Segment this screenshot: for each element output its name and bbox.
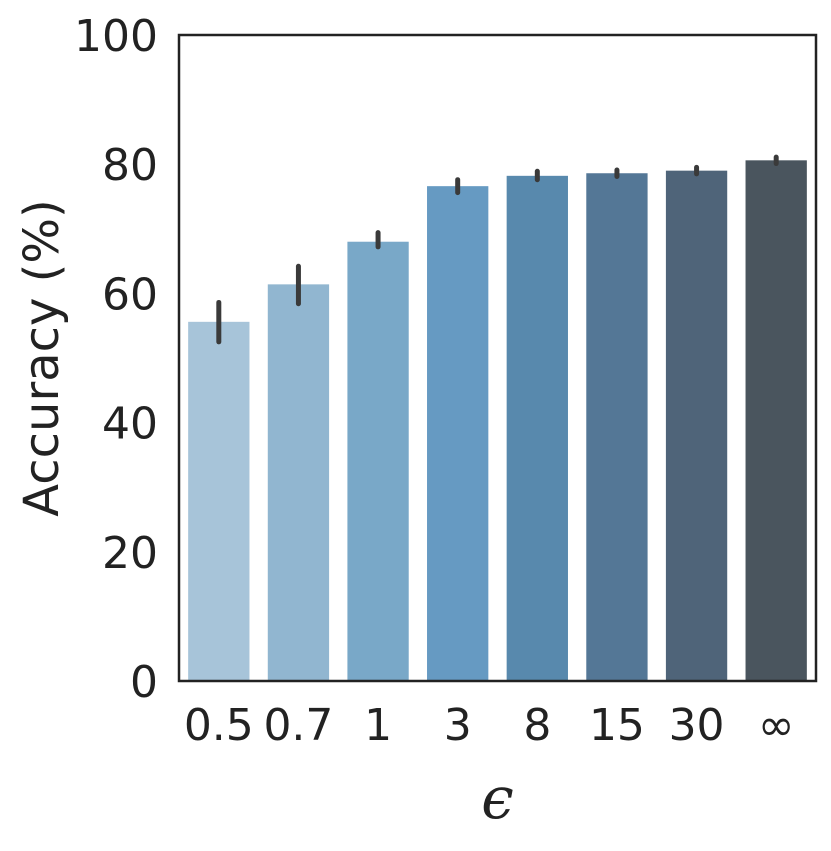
bar-7 xyxy=(745,160,807,682)
x-tick-label-5: 15 xyxy=(589,700,645,751)
y-axis-label: Accuracy (%) xyxy=(14,199,70,516)
x-tick-label-6: 30 xyxy=(669,700,725,751)
y-tick-labels: 0 20 40 60 80 100 xyxy=(74,11,158,708)
x-tick-labels: 0.5 0.7 1 3 8 15 30 ∞ xyxy=(184,700,795,751)
bar-3 xyxy=(427,186,489,681)
bar-6 xyxy=(665,170,728,681)
bar-5 xyxy=(586,173,648,681)
error-bars xyxy=(216,154,779,345)
bar-2 xyxy=(347,241,409,681)
x-axis-label: ϵ xyxy=(481,764,513,832)
y-tick-label-2: 40 xyxy=(102,399,158,450)
x-tick-label-1: 0.7 xyxy=(263,700,333,751)
bar-1 xyxy=(267,284,330,681)
bar-0 xyxy=(188,321,250,681)
y-tick-label-5: 100 xyxy=(74,11,158,62)
y-tick-label-1: 20 xyxy=(102,528,158,579)
y-tick-label-0: 0 xyxy=(130,657,158,708)
x-tick-label-0: 0.5 xyxy=(184,700,254,751)
bar-4 xyxy=(506,175,568,681)
x-tick-label-2: 1 xyxy=(364,700,392,751)
bars xyxy=(188,160,807,682)
x-tick-label-3: 3 xyxy=(444,700,472,751)
y-tick-label-4: 80 xyxy=(102,140,158,191)
x-tick-label-4: 8 xyxy=(523,700,551,751)
x-tick-label-7: ∞ xyxy=(758,700,795,751)
plot-frame xyxy=(177,33,818,683)
y-tick-label-3: 60 xyxy=(102,269,158,320)
